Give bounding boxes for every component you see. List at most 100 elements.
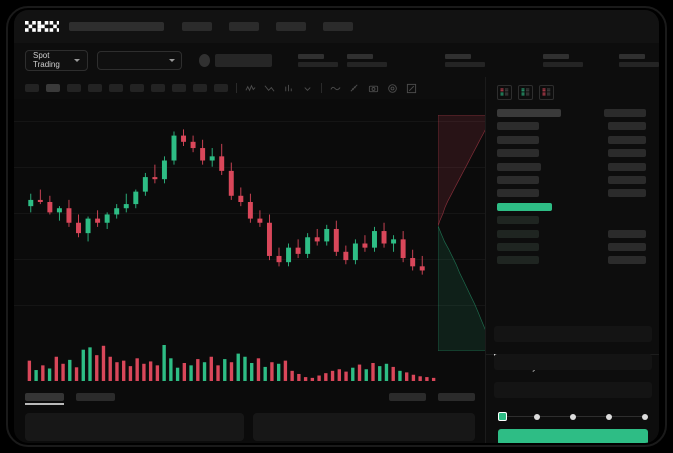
pair-name-label [214,53,272,67]
nav-item-3[interactable] [276,22,306,31]
orderbook-layout-toggles [486,77,659,100]
orderbook-and-order-form-panel: Buy Sell [485,77,659,443]
table-row[interactable] [486,175,659,187]
orderbook-price [497,149,539,158]
ticker-stat-label [619,53,645,59]
timeframe-button-6[interactable] [130,84,144,92]
amount-percent-slider[interactable] [498,412,648,421]
nav-item-2[interactable] [229,22,259,31]
table-row[interactable] [486,162,659,174]
timeframe-button-10[interactable] [214,84,228,92]
orderbook-col-amount [604,109,646,117]
order-price-field[interactable] [494,354,652,370]
timeframe-button-7[interactable] [151,84,165,92]
table-row[interactable] [486,122,659,133]
order-amount-field[interactable] [494,382,652,398]
orderbook-price [497,189,539,198]
slider-step-50[interactable] [570,413,576,420]
slider-step-100[interactable] [642,413,648,420]
orderbook-amount [608,149,646,158]
table-row[interactable] [486,135,659,147]
global-search-input[interactable] [69,22,164,31]
toolbar-divider [236,83,237,93]
orderbook-bids-icon[interactable] [518,85,533,100]
pair-select-dropdown[interactable] [96,50,182,70]
fullscreen-icon[interactable] [406,83,417,94]
timeframe-button-5[interactable] [109,84,123,92]
ticker-stat-value [347,61,387,67]
orderbook-amount [608,162,646,171]
orderbook-price [497,242,539,251]
table-row[interactable] [486,242,659,254]
orderbook-asks-icon[interactable] [539,85,554,100]
orders-tab-active-indicator [25,403,64,405]
orderbook-price [497,162,541,171]
slider-step-25[interactable] [534,413,540,420]
nav-item-1[interactable] [182,22,212,31]
orderbook-header-row [486,109,659,120]
order-type-field[interactable] [494,326,652,342]
ticker-stat-value [445,61,485,67]
table-row[interactable] [486,216,659,227]
table-row[interactable] [486,149,659,160]
grid-line [14,305,485,306]
timeframe-button-1[interactable] [25,84,39,92]
top-nav-items [182,22,353,31]
place-buy-order-button[interactable] [498,429,648,443]
toolbar-divider-2 [321,83,322,93]
camera-icon[interactable] [368,83,379,94]
market-type-dropdown[interactable]: Spot Trading [25,49,88,71]
orderbook-col-price [497,109,561,117]
orderbook-both-icon[interactable] [497,85,512,100]
orderbook-amount [608,242,646,251]
ticker-stat-value [543,61,583,67]
price-chart-area[interactable] [14,99,485,385]
candlestick-series [28,129,425,275]
orders-panel-right[interactable] [253,413,475,441]
table-row[interactable] [486,256,659,267]
volume-histogram [27,345,436,381]
orders-tab-history[interactable] [76,393,115,401]
ticker-stat-4 [543,53,583,67]
ticker-stat-1 [298,53,338,67]
orders-action-2[interactable] [438,393,475,401]
timeframe-button-2[interactable] [46,84,60,92]
table-row[interactable] [486,229,659,241]
chevron-down-icon [73,58,80,62]
slider-handle[interactable] [498,412,507,421]
nav-item-4[interactable] [323,22,353,31]
orders-panel-left[interactable] [25,413,244,441]
orders-action-1[interactable] [389,393,426,401]
market-subheader: Spot Trading [14,43,659,78]
slider-step-75[interactable] [606,413,612,420]
orders-tabbar [14,385,485,409]
ruler-icon[interactable] [349,83,360,94]
orderbook-amount [608,189,646,198]
compare-icon[interactable] [264,83,275,94]
settings-icon[interactable] [387,83,398,94]
timeframe-button-9[interactable] [193,84,207,92]
coin-avatar-icon [198,53,210,67]
orders-content-panels [14,413,485,443]
orderbook-spread-row[interactable] [486,202,659,214]
orderbook-amount [608,256,646,265]
timeframe-button-3[interactable] [67,84,81,92]
ticker-stat-label [445,53,471,59]
ticker-stat-3 [445,53,485,67]
chevron-down-icon [168,58,175,62]
orderbook-price [497,175,539,184]
line-chart-icon[interactable] [330,83,341,94]
ticker-stat-label [298,53,324,59]
orders-tab-open[interactable] [25,393,64,401]
orderbook-amount [608,122,646,131]
chevron-down-icon[interactable] [302,83,313,94]
timeframe-button-8[interactable] [172,84,186,92]
indicator-icon[interactable] [245,83,256,94]
okx-logo-icon[interactable] [25,21,59,32]
table-row[interactable] [486,189,659,200]
market-depth-overlay [438,115,485,351]
alert-icon[interactable] [283,83,294,94]
ticker-stat-value [298,61,338,67]
timeframe-button-4[interactable] [88,84,102,92]
orderbook-rows[interactable] [486,109,659,299]
